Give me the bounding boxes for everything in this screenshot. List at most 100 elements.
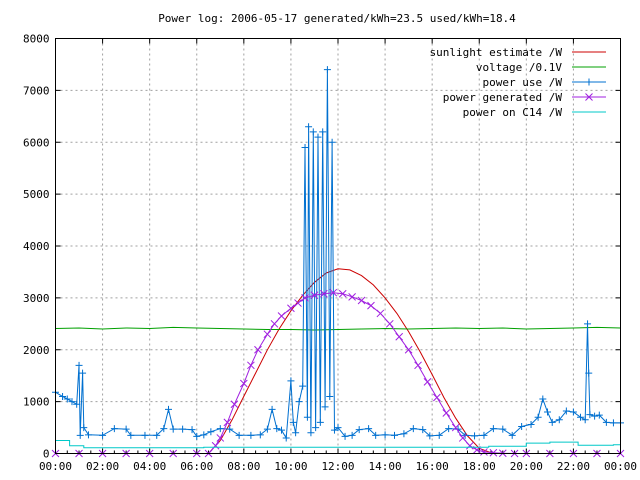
data-point: [263, 330, 272, 339]
x-axis: 00:00 02:00 04:00 06:00 08:00 10:00 12:00 14:00…: [39, 38, 637, 473]
data-point: [348, 431, 356, 439]
data-point: [569, 408, 577, 416]
data-point: [465, 441, 474, 450]
series-2: [52, 66, 624, 442]
data-point: [330, 426, 338, 434]
data-point: [312, 424, 320, 432]
data-point: [235, 431, 243, 439]
x-tick-label: 12:00: [321, 460, 354, 473]
data-point: [223, 418, 232, 427]
data-point: [188, 426, 196, 434]
x-tick-label: 10:00: [274, 460, 307, 473]
data-point: [226, 425, 234, 433]
data-point: [256, 431, 264, 439]
y-tick-label: 7000: [23, 84, 50, 97]
data-point: [68, 398, 76, 406]
data-point: [471, 432, 479, 440]
data-point: [365, 425, 373, 433]
data-point: [309, 128, 317, 136]
data-point: [348, 292, 356, 301]
x-tick-label: 06:00: [180, 460, 213, 473]
legend-label: power use /W: [483, 76, 563, 89]
data-point: [489, 448, 498, 457]
data-series: [51, 66, 625, 458]
data-point: [247, 431, 255, 439]
x-tick-label: 20:00: [510, 460, 543, 473]
data-point: [544, 408, 552, 416]
data-point: [287, 377, 295, 385]
y-axis: 0 1000 2000 3000 4000 5000 6000 7000 8000: [23, 33, 621, 461]
data-point: [99, 431, 107, 439]
data-point: [127, 431, 135, 439]
data-point: [328, 138, 336, 146]
data-point: [423, 378, 432, 386]
data-point: [273, 425, 281, 433]
data-point: [110, 425, 118, 433]
data-point: [76, 431, 84, 439]
x-tick-label: 22:00: [557, 460, 590, 473]
data-point: [122, 425, 130, 433]
data-point: [555, 416, 563, 424]
data-point: [305, 123, 313, 131]
data-point: [404, 345, 413, 354]
legend: sunlight estimate /W voltage /0.1V power u…: [430, 46, 606, 119]
y-tick-label: 2000: [23, 344, 50, 357]
data-point: [585, 369, 593, 377]
legend-item: power on C14 /W: [463, 106, 606, 119]
legend-item: power use /W: [483, 76, 606, 89]
data-point: [299, 382, 307, 390]
legend-item: sunlight estimate /W: [430, 46, 606, 59]
data-point: [295, 398, 303, 406]
data-point: [372, 431, 380, 439]
data-point: [310, 291, 319, 300]
data-point: [355, 426, 363, 434]
data-point: [165, 405, 172, 413]
data-point: [270, 319, 279, 328]
data-point: [230, 400, 239, 409]
data-point: [508, 431, 516, 439]
chart-title: Power log: 2006-05-17 generated/kWh=23.5…: [158, 12, 516, 25]
y-tick-label: 8000: [23, 33, 50, 46]
data-point: [216, 434, 225, 442]
legend-label: sunlight estimate /W: [430, 46, 563, 59]
data-point: [320, 289, 328, 298]
data-point: [426, 432, 434, 440]
data-point: [160, 425, 168, 433]
data-point: [84, 431, 92, 439]
plot-frame: [55, 38, 621, 454]
data-point: [314, 133, 322, 141]
legend-item: power generated /W: [443, 91, 606, 104]
legend-item: voltage /0.1V: [476, 61, 606, 74]
data-point: [518, 423, 526, 431]
series-line: [55, 440, 621, 449]
data-point: [499, 425, 507, 433]
data-point: [602, 418, 610, 426]
data-point: [576, 413, 584, 421]
y-tick-label: 4000: [23, 240, 50, 253]
series-line: [208, 268, 503, 454]
data-point: [319, 128, 327, 136]
data-point: [287, 304, 295, 313]
data-point: [489, 425, 497, 433]
data-point: [153, 431, 161, 439]
data-point: [562, 407, 570, 415]
data-point: [381, 431, 389, 439]
data-point: [247, 361, 255, 370]
data-point: [316, 418, 324, 426]
data-point: [323, 66, 331, 74]
legend-label: voltage /0.1V: [476, 61, 562, 74]
data-point: [376, 309, 385, 318]
data-point: [385, 319, 394, 328]
data-point: [211, 441, 220, 450]
legend-marker: [585, 78, 593, 86]
x-tick-label: 04:00: [133, 460, 166, 473]
data-point: [169, 425, 177, 433]
x-tick-label: 08:00: [227, 460, 260, 473]
data-point: [278, 426, 285, 434]
data-point: [179, 425, 187, 433]
data-point: [595, 411, 603, 419]
data-point: [141, 431, 149, 439]
data-point: [254, 345, 262, 354]
data-point: [480, 448, 488, 456]
